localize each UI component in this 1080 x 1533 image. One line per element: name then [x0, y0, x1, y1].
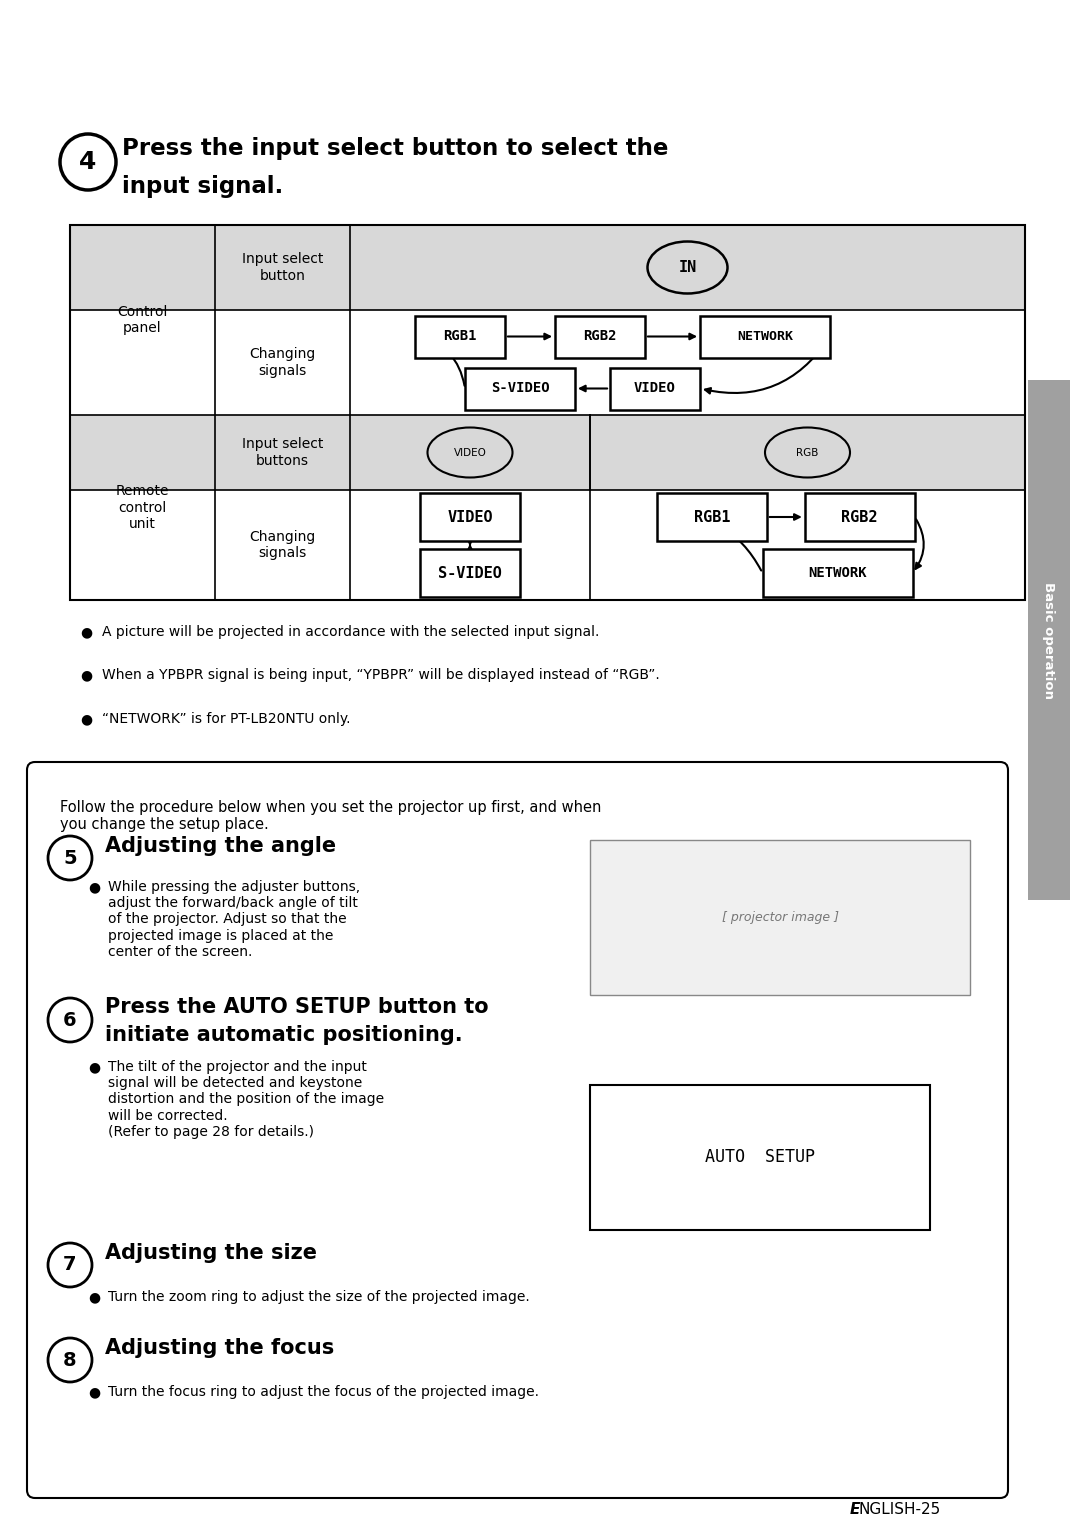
- Text: RGB: RGB: [796, 448, 819, 457]
- FancyBboxPatch shape: [27, 762, 1008, 1498]
- Text: Changing
signals: Changing signals: [249, 348, 315, 377]
- Text: RGB2: RGB2: [841, 509, 878, 524]
- Text: While pressing the adjuster buttons,
adjust the forward/back angle of tilt
of th: While pressing the adjuster buttons, adj…: [108, 880, 360, 958]
- Text: Input select
buttons: Input select buttons: [242, 437, 323, 468]
- Bar: [70, 225, 1025, 599]
- Text: Turn the focus ring to adjust the focus of the projected image.: Turn the focus ring to adjust the focus …: [108, 1384, 539, 1400]
- Text: VIDEO: VIDEO: [454, 448, 486, 457]
- Text: Control
panel: Control panel: [118, 305, 167, 336]
- Text: ●: ●: [87, 1289, 100, 1305]
- Text: Turn the zoom ring to adjust the size of the projected image.: Turn the zoom ring to adjust the size of…: [108, 1289, 530, 1305]
- Text: VIDEO: VIDEO: [634, 382, 676, 396]
- Bar: [465, 368, 575, 409]
- Text: [ projector image ]: [ projector image ]: [721, 911, 838, 923]
- Bar: [70, 225, 1025, 310]
- Bar: [762, 549, 913, 596]
- Bar: [420, 494, 519, 541]
- Text: ●: ●: [87, 1059, 100, 1075]
- Text: S-VIDEO: S-VIDEO: [438, 566, 502, 581]
- Text: Adjusting the focus: Adjusting the focus: [105, 1338, 334, 1358]
- Text: Press the input select button to select the: Press the input select button to select …: [122, 136, 669, 159]
- Text: AUTO  SETUP: AUTO SETUP: [705, 1148, 815, 1167]
- Text: RGB1: RGB1: [693, 509, 730, 524]
- Text: When a YPBPR signal is being input, “YPBPR” will be displayed instead of “RGB”.: When a YPBPR signal is being input, “YPB…: [102, 668, 660, 682]
- Text: Adjusting the size: Adjusting the size: [105, 1243, 318, 1263]
- Text: IN: IN: [678, 261, 697, 274]
- Bar: [415, 316, 505, 357]
- Bar: [700, 316, 831, 357]
- Text: The tilt of the projector and the input
signal will be detected and keystone
dis: The tilt of the projector and the input …: [108, 1059, 384, 1139]
- Text: S-VIDEO: S-VIDEO: [490, 382, 550, 396]
- Bar: [555, 316, 645, 357]
- Text: VIDEO: VIDEO: [447, 509, 492, 524]
- Text: 7: 7: [64, 1256, 77, 1274]
- Bar: [70, 415, 1025, 491]
- Text: Follow the procedure below when you set the projector up first, and when
you cha: Follow the procedure below when you set …: [60, 800, 602, 832]
- Text: NETWORK: NETWORK: [808, 566, 867, 579]
- Text: ●: ●: [80, 625, 92, 639]
- Text: 4: 4: [79, 150, 97, 175]
- Text: Basic operation: Basic operation: [1042, 581, 1055, 699]
- Text: Press the AUTO SETUP button to: Press the AUTO SETUP button to: [105, 996, 488, 1016]
- Text: ●: ●: [87, 880, 100, 894]
- Text: input signal.: input signal.: [122, 175, 283, 198]
- Text: ●: ●: [80, 668, 92, 682]
- Text: RGB1: RGB1: [443, 330, 476, 343]
- Bar: [657, 494, 767, 541]
- Text: initiate automatic positioning.: initiate automatic positioning.: [105, 1026, 462, 1046]
- Text: Remote
control
unit: Remote control unit: [116, 484, 170, 530]
- Text: Adjusting the angle: Adjusting the angle: [105, 835, 336, 855]
- Bar: [590, 840, 970, 995]
- Text: 6: 6: [64, 1010, 77, 1030]
- Text: ●: ●: [80, 711, 92, 727]
- Text: E: E: [850, 1502, 861, 1518]
- Text: 5: 5: [64, 848, 77, 868]
- Text: Input select
button: Input select button: [242, 253, 323, 282]
- Text: “NETWORK” is for PT-LB20NTU only.: “NETWORK” is for PT-LB20NTU only.: [102, 711, 351, 727]
- Bar: [610, 368, 700, 409]
- Text: NGLISH-25: NGLISH-25: [858, 1502, 941, 1518]
- Text: RGB2: RGB2: [583, 330, 617, 343]
- Bar: [420, 549, 519, 596]
- Bar: [805, 494, 915, 541]
- Text: 8: 8: [64, 1351, 77, 1369]
- Text: A picture will be projected in accordance with the selected input signal.: A picture will be projected in accordanc…: [102, 625, 599, 639]
- Text: NETWORK: NETWORK: [737, 330, 793, 343]
- Bar: [590, 1085, 930, 1229]
- Text: Changing
signals: Changing signals: [249, 530, 315, 560]
- Bar: [1028, 380, 1070, 900]
- Text: ●: ●: [87, 1384, 100, 1400]
